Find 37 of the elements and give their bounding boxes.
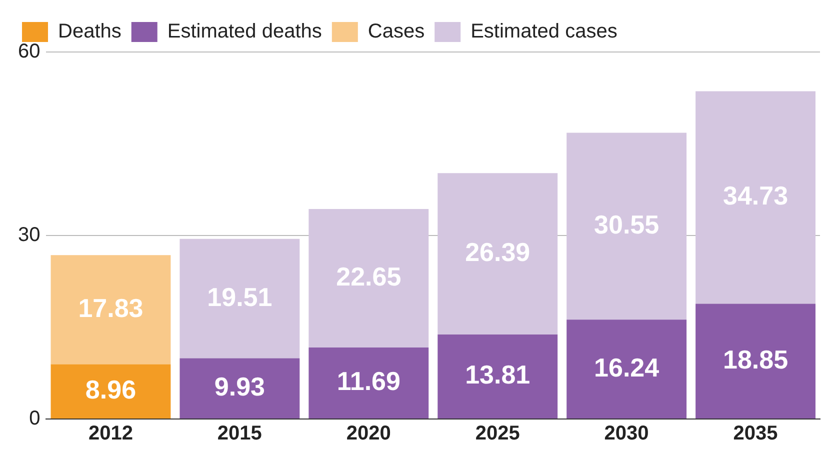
y-tick-label: 30 (18, 224, 40, 246)
y-tick-label: 0 (29, 408, 40, 430)
data-label: 34.73 (722, 180, 788, 211)
bar (50, 255, 171, 364)
legend-label: Estimated cases (470, 20, 618, 43)
y-tick-label: 60 (18, 40, 40, 63)
data-label: 26.39 (465, 236, 530, 267)
x-tick-label: 2020 (346, 422, 391, 445)
data-label: 8.96 (85, 374, 136, 405)
x-tick-label: 2012 (88, 422, 133, 445)
legend-label: Deaths (58, 20, 122, 43)
x-tick-label: 2035 (733, 422, 778, 445)
bar (566, 132, 687, 320)
data-label: 18.85 (722, 344, 788, 374)
data-label: 16.24 (594, 352, 660, 382)
bar (308, 347, 429, 418)
data-label: 22.65 (336, 261, 402, 292)
bar (438, 334, 558, 418)
legend-label: Estimated deaths (167, 20, 322, 43)
bar (50, 364, 171, 418)
bar (308, 208, 429, 348)
x-tick-label: 2025 (475, 422, 520, 445)
legend-label: Cases (368, 20, 425, 43)
data-label: 19.51 (207, 282, 272, 312)
bar (438, 173, 558, 335)
data-label: 11.69 (336, 366, 400, 396)
x-tick-label: 2015 (217, 422, 262, 445)
bar (696, 304, 816, 418)
data-label: 30.55 (594, 209, 660, 240)
bar (696, 91, 816, 304)
data-label: 17.83 (78, 292, 144, 323)
bar (180, 238, 300, 358)
bar (180, 358, 300, 418)
data-label: 9.93 (214, 372, 265, 402)
bar (566, 320, 687, 418)
data-label: 13.81 (465, 360, 530, 390)
x-tick-label: 2030 (604, 422, 649, 445)
